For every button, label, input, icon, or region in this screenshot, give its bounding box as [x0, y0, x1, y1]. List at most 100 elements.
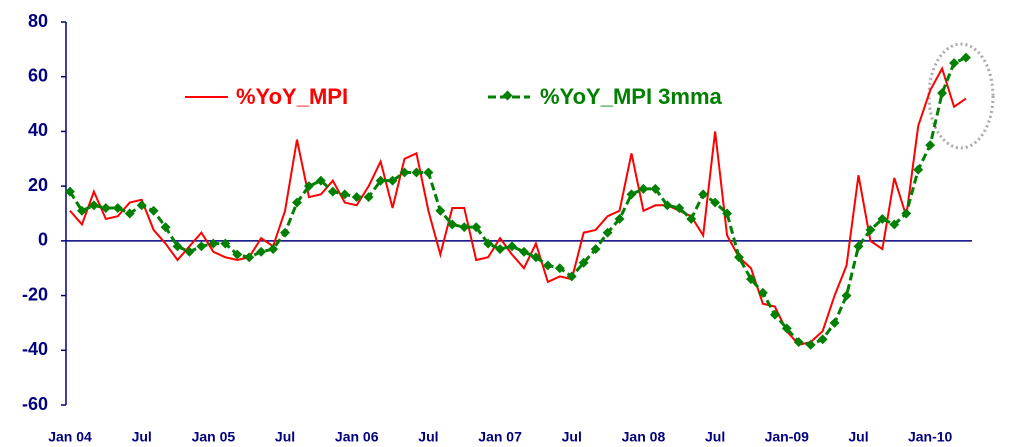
- point-marker: [447, 219, 458, 230]
- x-tick-label: Jul: [848, 429, 868, 445]
- point-marker: [232, 249, 243, 260]
- point-marker: [136, 200, 147, 211]
- point-marker: [949, 58, 960, 68]
- point-marker: [507, 241, 517, 252]
- point-marker: [889, 219, 900, 230]
- legend-label: %YoY_MPI 3mma: [540, 84, 723, 109]
- point-marker: [829, 317, 840, 328]
- point-marker: [937, 88, 948, 99]
- point-marker: [495, 244, 506, 255]
- y-tick-label: 60: [28, 65, 48, 85]
- point-marker: [435, 205, 446, 216]
- point-marker: [638, 183, 649, 194]
- point-marker: [423, 167, 434, 178]
- point-marker: [363, 192, 374, 203]
- point-marker: [853, 241, 864, 252]
- point-marker: [566, 271, 577, 282]
- point-marker: [662, 200, 673, 211]
- point-marker: [387, 175, 398, 186]
- point-marker: [172, 241, 183, 252]
- x-tick-label: Jan 06: [335, 429, 379, 445]
- point-marker: [769, 309, 780, 320]
- point-marker: [841, 290, 852, 301]
- point-marker: [722, 208, 733, 219]
- legend-marker: [502, 90, 513, 101]
- series-line: [69, 65, 967, 346]
- y-tick-label: 0: [38, 230, 48, 250]
- point-marker: [471, 222, 482, 233]
- point-marker: [578, 257, 589, 268]
- x-tick-label: Jan 07: [478, 429, 522, 445]
- point-marker: [913, 164, 924, 175]
- series-line: [68, 56, 967, 347]
- x-tick-label: Jul: [705, 429, 725, 445]
- y-tick-label: 80: [28, 11, 48, 31]
- point-marker: [901, 208, 912, 219]
- point-marker: [124, 208, 135, 219]
- point-marker: [626, 189, 637, 200]
- point-marker: [256, 246, 267, 257]
- point-marker: [674, 203, 685, 213]
- point-marker: [817, 334, 828, 345]
- point-marker: [483, 238, 494, 249]
- point-marker: [519, 246, 529, 257]
- x-tick-label: Jul: [132, 429, 152, 445]
- x-tick-label: Jan-09: [765, 429, 810, 445]
- point-marker: [781, 323, 792, 334]
- point-marker: [112, 203, 123, 213]
- point-marker: [351, 192, 362, 203]
- point-marker: [614, 214, 625, 224]
- x-tick-label: Jul: [418, 429, 438, 445]
- point-marker: [961, 52, 971, 63]
- point-marker: [65, 186, 75, 197]
- point-marker: [315, 175, 326, 186]
- point-marker: [530, 252, 541, 263]
- point-marker: [710, 197, 721, 208]
- x-tick-label: Jan 05: [192, 429, 236, 445]
- point-marker: [925, 140, 936, 151]
- point-marker: [208, 238, 219, 249]
- point-marker: [734, 252, 744, 263]
- point-marker: [411, 167, 422, 178]
- point-marker: [100, 203, 111, 213]
- point-marker: [244, 252, 255, 263]
- x-tick-label: Jan-10: [908, 429, 953, 445]
- point-marker: [399, 167, 410, 178]
- point-marker: [339, 189, 350, 200]
- point-marker: [554, 263, 565, 274]
- point-marker: [686, 214, 697, 224]
- point-marker: [327, 186, 338, 197]
- point-marker: [88, 200, 99, 211]
- y-tick-label: -40: [22, 339, 48, 359]
- x-tick-label: Jul: [562, 429, 582, 445]
- y-tick-label: 40: [28, 120, 48, 140]
- y-tick-label: -60: [22, 394, 48, 414]
- point-marker: [292, 197, 302, 208]
- point-marker: [184, 246, 195, 257]
- point-marker: [220, 238, 231, 249]
- point-marker: [805, 339, 816, 350]
- point-marker: [148, 205, 159, 216]
- point-marker: [280, 227, 290, 238]
- legend-label: %YoY_MPI: [236, 84, 348, 109]
- highlight-ellipse: [927, 42, 995, 150]
- y-tick-label: 20: [28, 175, 48, 195]
- point-marker: [459, 222, 470, 233]
- point-marker: [590, 244, 601, 255]
- point-marker: [303, 181, 314, 192]
- point-marker: [757, 287, 768, 298]
- x-tick-label: Jan 04: [48, 429, 92, 445]
- point-marker: [698, 189, 709, 200]
- point-marker: [877, 214, 888, 224]
- point-marker: [865, 224, 876, 235]
- point-marker: [602, 227, 613, 238]
- point-marker: [746, 274, 756, 285]
- point-marker: [650, 183, 661, 194]
- point-marker: [76, 205, 87, 216]
- point-marker: [268, 244, 279, 255]
- point-marker: [793, 337, 804, 348]
- point-marker: [160, 222, 171, 233]
- point-marker: [542, 260, 553, 271]
- x-tick-label: Jan 08: [622, 429, 666, 445]
